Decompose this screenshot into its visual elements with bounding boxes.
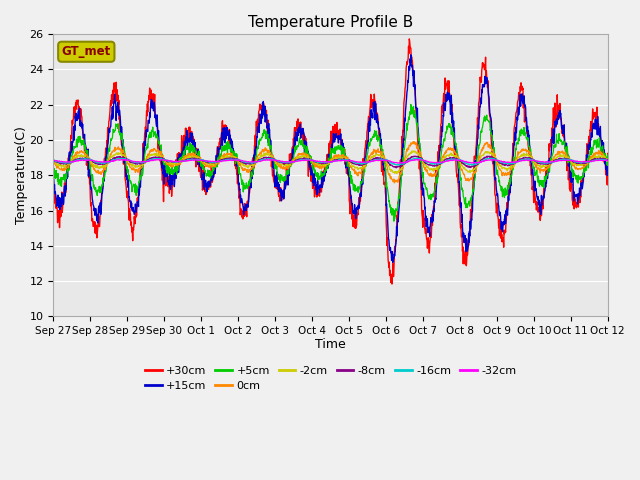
-16cm [417,156,425,162]
-8cm [49,157,57,163]
Title: Temperature Profile B: Temperature Profile B [248,15,413,30]
0cm [417,154,425,160]
-32cm [490,157,497,163]
+5cm [159,159,167,165]
0cm [410,139,418,144]
-8cm [173,158,180,164]
-32cm [604,158,612,164]
Y-axis label: Temperature(C): Temperature(C) [15,126,28,224]
Legend: +30cm, +15cm, +5cm, 0cm, -2cm, -8cm, -16cm, -32cm: +30cm, +15cm, +5cm, 0cm, -2cm, -8cm, -16… [140,361,520,396]
Line: -2cm: -2cm [53,151,608,173]
0cm [490,152,497,157]
-16cm [604,158,612,164]
-16cm [490,156,497,161]
-32cm [173,159,181,165]
-2cm [159,156,167,162]
Line: -16cm: -16cm [53,158,608,165]
+15cm [604,159,612,165]
+30cm [388,281,396,287]
+15cm [49,175,57,181]
-32cm [49,157,57,163]
+30cm [49,189,57,195]
0cm [235,159,243,165]
+15cm [389,260,397,265]
-2cm [539,164,547,170]
-16cm [468,162,476,168]
+30cm [417,188,425,193]
+5cm [539,183,547,189]
+5cm [235,170,243,176]
-8cm [235,156,243,162]
+30cm [604,151,612,156]
0cm [539,168,547,173]
Line: 0cm: 0cm [53,142,608,183]
-16cm [235,157,243,163]
+15cm [407,52,415,58]
-8cm [392,165,400,171]
X-axis label: Time: Time [315,337,346,350]
+30cm [539,197,547,203]
+5cm [173,171,180,177]
0cm [49,158,57,164]
-32cm [539,159,547,165]
-2cm [604,158,612,164]
-32cm [160,157,168,163]
+15cm [417,173,425,179]
+30cm [235,188,243,194]
Line: +15cm: +15cm [53,55,608,263]
+5cm [407,102,415,108]
+15cm [490,149,497,155]
-2cm [49,156,57,162]
+30cm [159,187,167,193]
0cm [159,155,167,161]
-2cm [393,170,401,176]
+30cm [406,36,413,42]
0cm [173,161,180,167]
-8cm [485,153,493,159]
+15cm [539,197,547,203]
+15cm [159,171,167,177]
-8cm [604,157,612,163]
+30cm [173,166,180,171]
Line: +5cm: +5cm [53,105,608,221]
-8cm [159,156,167,162]
+5cm [604,152,612,158]
0cm [604,157,612,163]
Line: -8cm: -8cm [53,156,608,168]
+5cm [390,218,397,224]
Line: +30cm: +30cm [53,39,608,284]
-8cm [490,155,497,160]
-16cm [539,160,547,166]
-8cm [417,156,425,162]
-16cm [49,157,57,163]
+30cm [490,166,497,171]
+5cm [490,148,497,154]
-32cm [473,160,481,166]
Text: GT_met: GT_met [61,45,111,58]
+5cm [49,168,57,174]
-8cm [539,161,547,167]
-2cm [235,157,243,163]
-16cm [159,156,167,162]
-2cm [173,161,180,167]
0cm [390,180,398,186]
Line: -32cm: -32cm [53,159,608,163]
+15cm [235,181,243,187]
-16cm [173,159,180,165]
-2cm [417,155,425,161]
-32cm [121,156,129,162]
+5cm [417,154,425,159]
-2cm [490,154,497,160]
-2cm [410,148,417,154]
-32cm [417,157,425,163]
-16cm [413,155,421,161]
+15cm [173,164,180,169]
-32cm [235,157,243,163]
